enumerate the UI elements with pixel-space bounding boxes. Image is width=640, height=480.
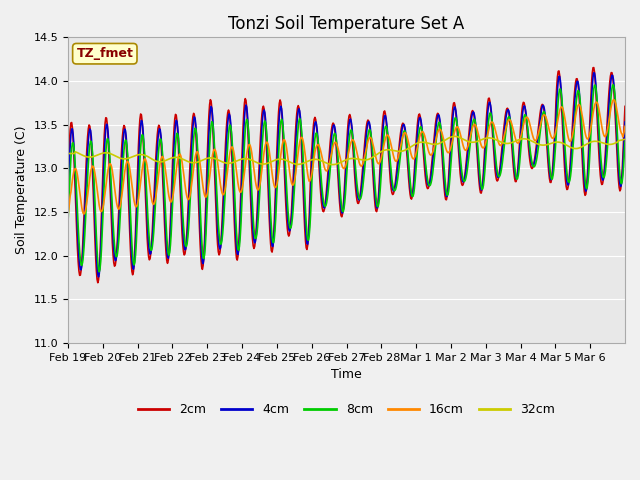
32cm xyxy=(329,162,337,168)
8cm xyxy=(609,82,617,88)
16cm xyxy=(280,137,288,143)
32cm xyxy=(64,151,72,156)
4cm xyxy=(590,70,598,76)
8cm xyxy=(131,262,138,268)
Title: Tonzi Soil Temperature Set A: Tonzi Soil Temperature Set A xyxy=(228,15,465,33)
2cm xyxy=(621,104,629,109)
16cm xyxy=(129,193,137,199)
Line: 16cm: 16cm xyxy=(68,100,625,215)
2cm xyxy=(94,280,102,286)
32cm xyxy=(129,154,137,159)
Line: 2cm: 2cm xyxy=(68,68,625,283)
32cm xyxy=(436,140,444,146)
2cm xyxy=(131,260,138,266)
16cm xyxy=(260,155,268,160)
8cm xyxy=(233,230,241,236)
4cm xyxy=(260,107,268,113)
32cm xyxy=(260,161,268,167)
2cm xyxy=(590,65,598,71)
16cm xyxy=(404,137,412,143)
8cm xyxy=(64,219,72,225)
4cm xyxy=(621,119,629,125)
32cm xyxy=(621,136,629,142)
2cm xyxy=(233,255,241,261)
4cm xyxy=(233,244,241,250)
2cm xyxy=(64,175,72,181)
Y-axis label: Soil Temperature (C): Soil Temperature (C) xyxy=(15,126,28,254)
8cm xyxy=(95,269,103,275)
16cm xyxy=(435,127,443,132)
32cm xyxy=(232,158,239,164)
32cm xyxy=(404,145,412,151)
Line: 8cm: 8cm xyxy=(68,85,625,272)
Text: TZ_fmet: TZ_fmet xyxy=(76,47,133,60)
4cm xyxy=(282,169,289,175)
16cm xyxy=(232,163,239,168)
32cm xyxy=(280,157,288,163)
16cm xyxy=(611,97,618,103)
4cm xyxy=(404,166,412,171)
2cm xyxy=(282,187,289,192)
8cm xyxy=(260,120,268,126)
2cm xyxy=(436,121,444,127)
X-axis label: Time: Time xyxy=(331,368,362,381)
4cm xyxy=(436,117,444,122)
Line: 4cm: 4cm xyxy=(68,73,625,277)
8cm xyxy=(282,157,289,163)
16cm xyxy=(64,212,72,218)
2cm xyxy=(260,106,268,111)
4cm xyxy=(64,195,72,201)
Legend: 2cm, 4cm, 8cm, 16cm, 32cm: 2cm, 4cm, 8cm, 16cm, 32cm xyxy=(133,398,560,421)
8cm xyxy=(404,159,412,165)
4cm xyxy=(95,274,102,280)
2cm xyxy=(404,175,412,181)
16cm xyxy=(621,123,629,129)
Line: 32cm: 32cm xyxy=(68,136,625,165)
32cm xyxy=(451,133,458,139)
8cm xyxy=(621,139,629,144)
4cm xyxy=(131,263,138,269)
8cm xyxy=(436,120,444,126)
